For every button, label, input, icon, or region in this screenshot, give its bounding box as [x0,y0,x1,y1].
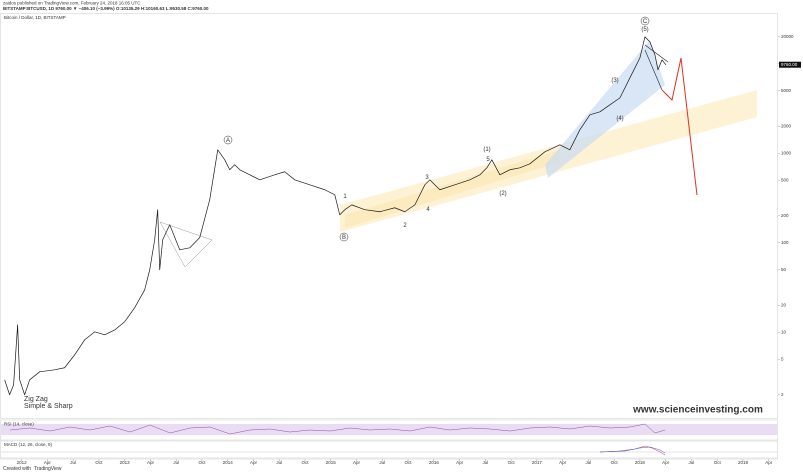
y-tick-label: 5000 [781,88,792,93]
x-tick-label: Jul [70,460,76,465]
footer-created: Created with [3,466,31,472]
wave-label: (3) [611,78,618,84]
triangle [159,221,213,268]
channel-yellow-inner [345,150,560,228]
x-tick-label: Apr [44,460,52,465]
channel-blue [545,40,665,178]
y-tick-label: 2 [781,392,784,397]
rsi-label: RSI (14, close) [4,422,34,427]
x-tick-label: Oct [714,460,722,465]
x-tick-label: 2018 [635,460,646,465]
x-tick-label: Apr [456,460,464,465]
macd-signal [599,446,666,454]
y-tick-label: 5 [781,356,784,361]
x-tick-label: 2014 [223,460,234,465]
x-tick-label: Jul [689,460,695,465]
x-tick-label: 2015 [326,460,337,465]
y-tick-label: 20 [781,302,787,307]
wedge-line [644,44,669,63]
macd-pane [0,440,778,459]
wave-label: A [226,138,230,144]
x-tick-label: 2013 [120,460,131,465]
x-tick-label: Jul [482,460,488,465]
wave-label: (2) [499,191,506,197]
watermark-line: Zig Zag [24,396,48,403]
x-tick-label: Oct [198,460,206,465]
last-price-box [779,61,801,68]
x-tick-label: Apr [765,460,773,465]
x-tick-label: Jul [173,460,179,465]
x-tick-label: Jul [379,460,385,465]
x-tick-label: 2017 [532,460,543,465]
macd-label: MACD (12, 26, close, 9) [4,442,53,447]
wave-label: C [643,19,648,25]
x-tick-label: Apr [353,460,361,465]
x-tick-label: Oct [508,460,516,465]
rsi-pane [0,419,778,441]
wave-label: (4) [616,116,623,122]
x-tick-label: Oct [95,460,103,465]
y-tick-label: 2000 [781,124,792,129]
publisher: zaidos published on TradingView.com, Feb… [3,1,141,6]
wave-label: (5) [641,27,648,33]
x-tick-label: Apr [662,460,670,465]
plot: 2510205010020050010002000500010000200002… [0,16,801,465]
wave-label: B [342,235,346,241]
wave-circle [339,232,349,242]
y-tick-label: 20000 [781,34,794,39]
rsi-line [9,423,666,435]
wave-label: (1) [483,147,490,153]
x-tick-label: Apr [559,460,567,465]
wave-label: 5 [486,157,490,163]
rsi-band [1,424,777,435]
last-price-label: 9760.00 [781,62,798,67]
symbol-info: BITSTAMP:BTCUSD, 1D 9760.00 ▼ −406.10 (−… [3,6,209,11]
watermark-line: Simple & Sharp [24,403,73,410]
x-tick-label: 2019 [738,460,749,465]
y-tick-label: 10 [781,329,787,334]
series-name: Bitcoin / Dollar, 1D, BITSTAMP [4,15,66,20]
y-tick-label: 1000 [781,150,792,155]
x-tick-label: Oct [405,460,413,465]
wave-label: 1 [343,194,347,200]
x-tick-label: 2016 [429,460,440,465]
site: www.scienceinvesting.com [632,405,763,416]
wave-circle [223,135,233,145]
price-line [4,36,667,396]
x-tick-label: 2012 [17,460,28,465]
x-tick-label: Oct [302,460,310,465]
wave-label: 3 [425,175,429,181]
x-tick-label: Jul [586,460,592,465]
wave-label: 2 [403,223,407,229]
wave-label: 4 [426,207,430,213]
y-tick-label: 50 [781,267,787,272]
x-tick-label: Apr [147,460,155,465]
y-tick-label: 100 [781,240,789,245]
wedge-line [644,49,663,91]
price-pane [0,13,778,419]
x-tick-label: Apr [250,460,258,465]
projection [661,57,698,196]
y-tick-label: 500 [781,177,789,182]
x-tick-label: Oct [611,460,619,465]
y-tick-label: 200 [781,213,789,218]
x-tick-label: Jul [276,460,282,465]
wave-circle [640,16,650,26]
footer-brand[interactable]: TradingView [34,466,62,472]
